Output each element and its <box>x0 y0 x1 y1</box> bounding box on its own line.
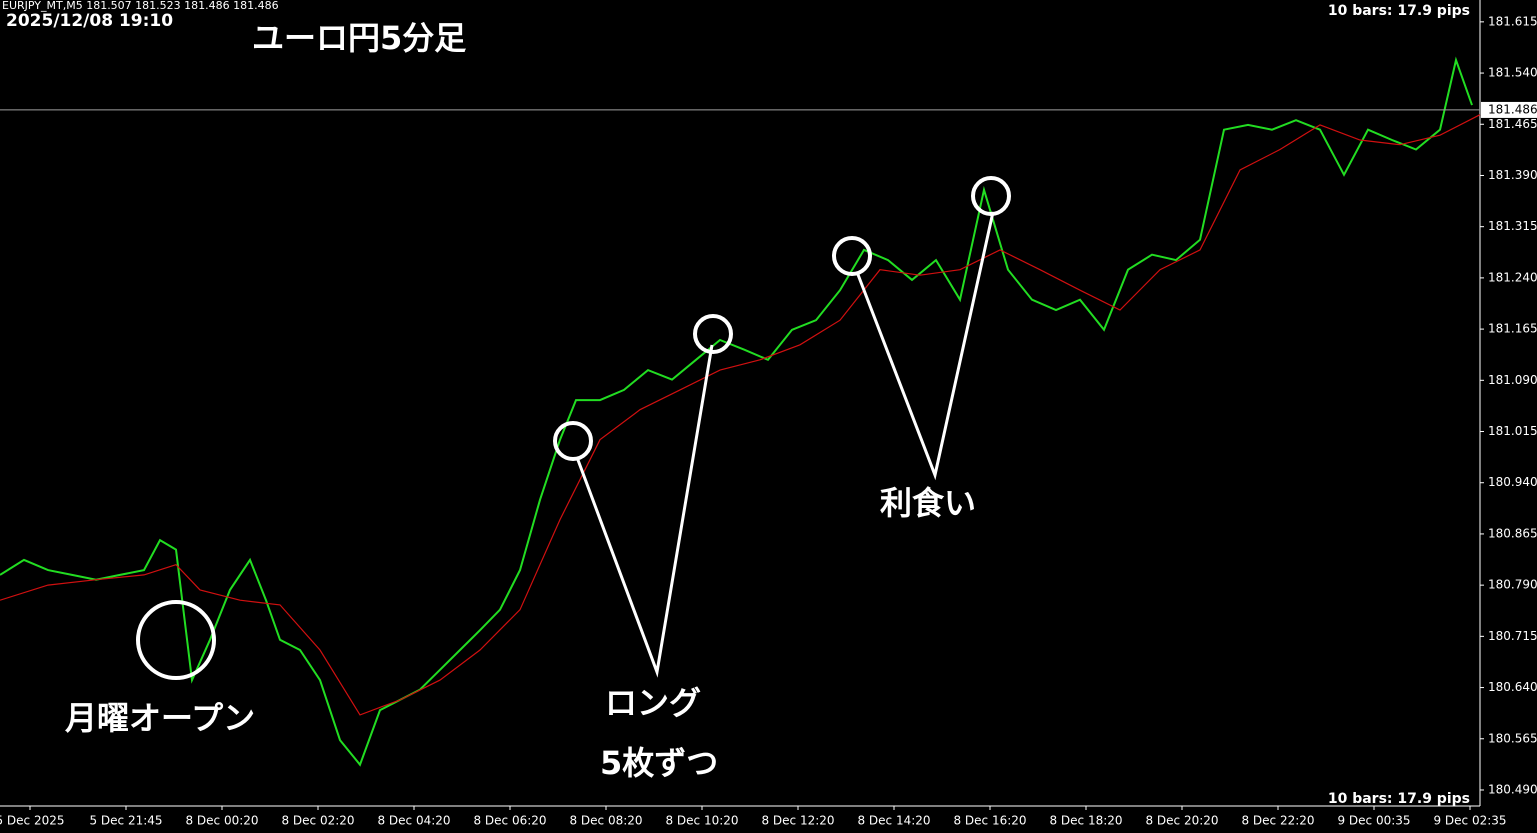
x-tick-label: 9 Dec 00:35 <box>1337 814 1410 828</box>
annotation: ロング <box>605 684 701 722</box>
y-tick-label: 181.240 <box>1488 270 1537 284</box>
arrow-line <box>855 211 995 481</box>
annotation: 月曜オープン <box>65 699 255 737</box>
y-tick-label: 181.390 <box>1488 168 1537 182</box>
plot <box>0 56 1481 767</box>
chart-title: ユーロ円5分足 <box>252 19 466 57</box>
y-tick-label: 180.865 <box>1488 526 1537 540</box>
y-tick-label: 181.615 <box>1488 14 1537 28</box>
x-tick-label: 8 Dec 02:20 <box>281 814 354 828</box>
current-price-box <box>1481 101 1537 118</box>
info: 10 bars: 17.9 pips <box>1328 3 1470 19</box>
y-tick-label: 181.540 <box>1488 66 1537 80</box>
circle <box>136 600 216 680</box>
annotation-shapes <box>136 176 1011 680</box>
x-tick-label: 8 Dec 06:20 <box>473 814 546 828</box>
x-tick-label: 8 Dec 14:20 <box>857 814 930 828</box>
x-tick-label: 8 Dec 12:20 <box>761 814 834 828</box>
arrow-line <box>576 344 714 678</box>
symbol-header: EURJPY_MT,M5 181.507 181.523 181.486 181… <box>2 0 279 12</box>
series-line <box>0 56 1473 767</box>
datetime: 2025/12/08 19:10 <box>6 11 173 31</box>
x-tick-label: 8 Dec 16:20 <box>953 814 1026 828</box>
y-tick-label: 181.090 <box>1488 373 1537 387</box>
x-tick-label: 8 Dec 08:20 <box>569 814 642 828</box>
annotation: 5枚ずつ <box>600 744 718 782</box>
y-tick-label: 180.940 <box>1488 475 1537 489</box>
x-tick-label: 8 Dec 04:20 <box>377 814 450 828</box>
x-tick-label: 8 Dec 20:20 <box>1145 814 1218 828</box>
x-tick-label: 8 Dec 00:20 <box>185 814 258 828</box>
x-tick-label: 8 Dec 22:20 <box>1241 814 1314 828</box>
y-tick-label: 181.465 <box>1488 117 1537 131</box>
x-tick-label: 9 Dec 02:35 <box>1433 814 1506 828</box>
x-tick-label: 5 Dec 21:45 <box>89 814 162 828</box>
annotation: 利食い <box>880 484 976 522</box>
y-tick-label: 180.715 <box>1488 629 1537 643</box>
series-line <box>0 114 1481 716</box>
circle <box>553 421 593 461</box>
y-tick-label: 181.165 <box>1488 322 1537 336</box>
y-tick-label: 180.565 <box>1488 731 1537 745</box>
circle <box>693 314 733 354</box>
x-tick-label: 5 Dec 2025 <box>0 814 65 828</box>
info: 10 bars: 17.9 pips <box>1328 791 1470 807</box>
y-tick-label: 180.790 <box>1488 578 1537 592</box>
x-tick-label: 8 Dec 18:20 <box>1049 814 1122 828</box>
circle <box>971 176 1011 216</box>
current-price-label: 181.486 <box>1488 102 1537 116</box>
y-tick-label: 180.640 <box>1488 680 1537 694</box>
x-tick-label: 8 Dec 10:20 <box>665 814 738 828</box>
y-tick-label: 181.315 <box>1488 219 1537 233</box>
y-tick-label: 180.490 <box>1488 782 1537 796</box>
circle <box>832 236 872 276</box>
y-tick-label: 181.015 <box>1488 424 1537 438</box>
